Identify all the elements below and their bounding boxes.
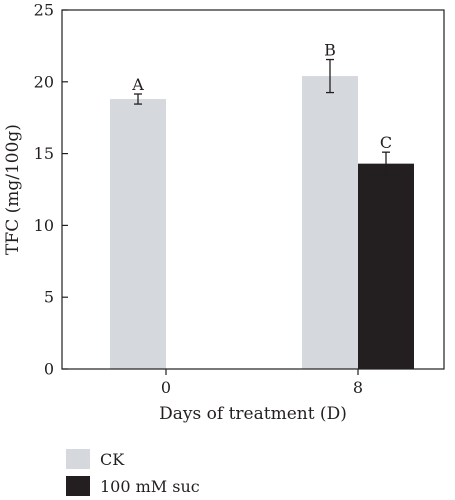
significance-label: C [380,133,392,152]
y-tick-label: 20 [34,72,54,91]
bar-ck-0 [110,99,166,370]
bars-group: A B C [110,41,414,370]
y-axis-label: TFC (mg/100g) [3,124,23,255]
bar-100-mm-suc-8 [358,163,414,369]
legend-label: CK [100,450,125,469]
y-tick-label: 5 [44,288,54,307]
y-tick-label: 0 [44,360,54,379]
axis-ticks: 0 5 10 15 20 25 0 8 [34,1,363,398]
x-tick-label: 0 [161,378,171,397]
legend-swatch [66,476,90,496]
significance-label: A [131,75,144,94]
y-tick-label: 10 [34,216,54,235]
legend: CK 100 mM suc [66,449,200,496]
x-tick-label: 8 [353,378,363,397]
y-tick-label: 15 [34,144,54,163]
bar-ck-8 [302,76,358,369]
legend-swatch [66,449,90,469]
legend-label: 100 mM suc [100,477,200,496]
y-tick-label: 25 [34,1,54,20]
significance-label: B [324,41,336,60]
x-axis-label: Days of treatment (D) [159,404,347,424]
plot-frame [61,9,445,370]
